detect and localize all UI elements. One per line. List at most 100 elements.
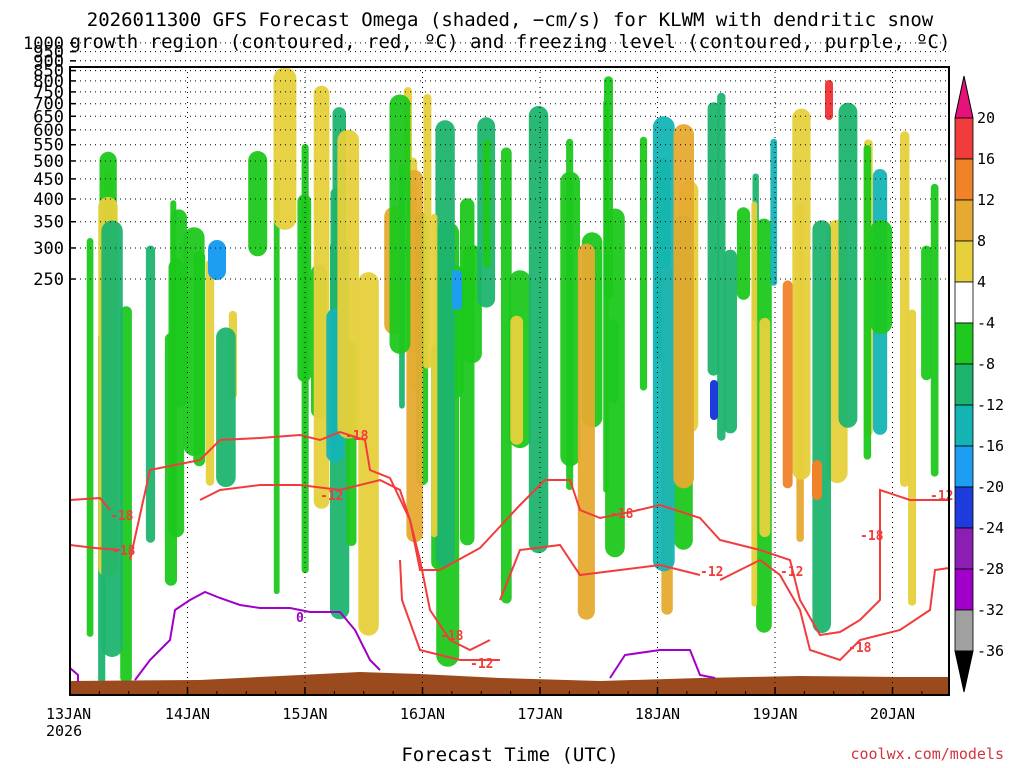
colorbar-label: 20: [977, 109, 995, 127]
chart-title: 2026011300 GFS Forecast Omega (shaded, −…: [69, 9, 951, 53]
freezing-contour: [134, 590, 381, 681]
omega-cell: [435, 120, 455, 567]
omega-cell: [870, 219, 893, 335]
colorbar-label: -12: [977, 396, 1004, 414]
omega-cell: [930, 183, 939, 477]
colorbar-segment: [954, 199, 974, 242]
omega-cell: [759, 317, 771, 538]
omega-cell: [452, 270, 462, 310]
y-tick-label: 500: [33, 152, 64, 172]
y-tick-label: 850: [33, 62, 64, 82]
plot-frame: [69, 66, 950, 696]
dendritic-contour: [129, 430, 949, 637]
omega-cell: [358, 272, 379, 636]
y-tick-label: 700: [33, 95, 64, 115]
colorbar-label: 16: [977, 150, 995, 168]
y-tick-label: 650: [33, 107, 64, 127]
contours: -18 -18 -12 -18 -12 -18 -18 -12 -18 -12 -18 -12 0: [69, 429, 953, 682]
terrain-band: [70, 672, 949, 695]
omega-cell: [604, 76, 613, 300]
omega-cell: [145, 245, 156, 543]
y-tick-label: 950: [33, 43, 64, 63]
omega-cell: [337, 129, 360, 439]
freezing-contour: [609, 649, 716, 679]
colorbar-label: 12: [977, 191, 995, 209]
dendritic-contour-label: -18: [440, 629, 464, 644]
omega-cell: [482, 139, 491, 268]
omega-cell: [501, 147, 512, 604]
omega-cell: [717, 92, 726, 441]
x-tick-label: 17JAN: [517, 705, 562, 723]
colorbar-segment: [954, 240, 974, 283]
dendritic-contour-label: -18: [860, 529, 884, 544]
colorbar-segment: [954, 363, 974, 406]
omega-cell: [510, 315, 524, 445]
omega-cell: [812, 460, 822, 500]
omega-cell: [208, 240, 226, 280]
omega-cell: [423, 94, 432, 369]
y-tick-label: 250: [33, 270, 64, 290]
dendritic-contour: [69, 544, 121, 551]
credit-link[interactable]: coolwx.com/models: [850, 745, 1004, 763]
y-tick-label: 900: [33, 52, 64, 72]
omega-cell: [431, 213, 438, 538]
omega-shading: [86, 67, 939, 683]
y-tick-label: 400: [33, 190, 64, 210]
omega-cell: [652, 116, 675, 572]
omega-cell: [273, 162, 280, 595]
x-tick-label: 16JAN: [400, 705, 445, 723]
dendritic-contour-label: -18: [110, 509, 134, 524]
y-tick-label: 350: [33, 213, 64, 233]
omega-cell: [273, 67, 297, 230]
omega-cell: [908, 309, 917, 606]
omega-cell: [921, 245, 932, 381]
omega-cell: [707, 102, 720, 376]
omega-cell: [528, 106, 549, 554]
y-tick-label: 600: [33, 121, 64, 141]
y-tick-label: 750: [33, 83, 64, 103]
colorbar-bottom-triangle: [954, 650, 974, 693]
y-tick-label: 550: [33, 136, 64, 156]
y-tick-label: 450: [33, 170, 64, 190]
year-label: 2026: [46, 722, 83, 740]
colorbar-segment: [954, 609, 974, 652]
omega-cell: [900, 131, 910, 488]
dendritic-contour: [69, 496, 111, 511]
colorbar-segment: [954, 404, 974, 447]
y-axis: 250 300 350 4004505005506006507007508008509…: [23, 34, 76, 290]
colorbar: 20 16 12 8 4 -4 -8 -12 -16 -20 -24 -28 -32 -36: [954, 75, 1004, 693]
dendritic-contour-label: -18: [610, 507, 634, 522]
dendritic-contour: [399, 559, 500, 661]
x-tick-label: 15JAN: [282, 705, 327, 723]
colorbar-segment: [954, 568, 974, 611]
x-tick-label: 13JAN: [46, 705, 91, 723]
omega-cell: [673, 124, 694, 489]
y-tick-label: 800: [33, 72, 64, 92]
omega-cell: [168, 259, 185, 538]
omega-cell: [792, 108, 811, 480]
freezing-contour: [69, 667, 79, 682]
omega-cell: [406, 170, 423, 543]
x-tick-label: 20JAN: [870, 705, 915, 723]
colorbar-label: -24: [977, 519, 1004, 537]
colorbar-label: -36: [977, 642, 1004, 660]
x-tick-label: 18JAN: [635, 705, 680, 723]
omega-cell: [101, 220, 123, 657]
dendritic-contour-label: -12: [320, 489, 343, 504]
y-tick-label: 300: [33, 239, 64, 259]
dendritic-contour: [499, 543, 701, 601]
omega-cell: [710, 380, 718, 420]
dendritic-contour-label: -18: [345, 429, 369, 444]
omega-cell: [782, 280, 793, 489]
omega-cell: [313, 85, 330, 509]
omega-cell: [639, 136, 648, 391]
colorbar-label: 4: [977, 273, 986, 291]
omega-cell: [577, 243, 595, 620]
omega-cell: [248, 151, 268, 257]
colorbar-label: 8: [977, 232, 986, 250]
omega-cell: [723, 249, 737, 434]
omega-cell: [183, 227, 205, 456]
omega-cell: [863, 145, 872, 460]
terrain-surface: [70, 672, 949, 695]
omega-cell: [736, 207, 750, 300]
